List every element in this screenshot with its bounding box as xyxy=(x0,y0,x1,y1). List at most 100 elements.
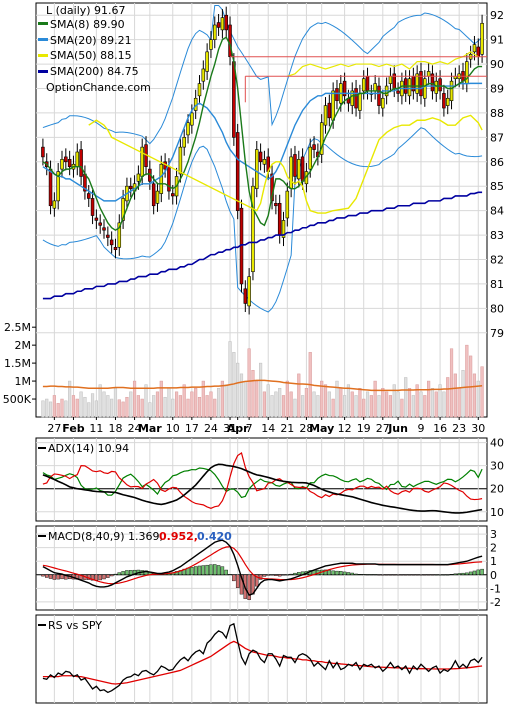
macd-hist-bar xyxy=(453,573,458,575)
volume-bar xyxy=(178,395,182,418)
macd-hist-bar xyxy=(98,574,102,581)
rs-label: RS vs SPY xyxy=(48,619,102,632)
macd-hist-bar xyxy=(109,574,114,577)
macd-hist-bar xyxy=(461,572,465,575)
macd-hist-bar xyxy=(220,566,225,575)
macd-hist-bar xyxy=(381,574,385,576)
volume-bar xyxy=(201,380,205,418)
macd-hist-bar xyxy=(331,570,335,575)
price-tick-label: 89 xyxy=(490,83,504,96)
macd-hist-bar xyxy=(121,571,125,575)
volume-average-line xyxy=(42,379,483,392)
candle-body xyxy=(201,68,206,82)
macd-hist-bar xyxy=(174,571,179,575)
macd-hist-bar xyxy=(117,572,122,575)
volume-bar xyxy=(323,384,328,418)
volume-axis: 2.5M 2M 1.5M 1M 500K xyxy=(3,321,36,406)
rs-gridlines xyxy=(53,615,479,703)
volume-bar xyxy=(457,388,461,418)
macd-hist-bar xyxy=(323,569,328,575)
volume-bar xyxy=(449,348,454,418)
adx-tick-label: 20 xyxy=(490,483,504,496)
price-candles xyxy=(41,6,484,315)
candle-body xyxy=(297,159,301,180)
macd-hist-bar xyxy=(235,574,240,588)
candle-body xyxy=(190,112,194,126)
macd-hist-bar xyxy=(277,574,282,577)
macd-hist-bar xyxy=(205,564,209,575)
volume-bar xyxy=(60,398,64,418)
adx-tick-label: 10 xyxy=(490,506,504,519)
volume-bar xyxy=(239,373,244,418)
plus-di-line xyxy=(42,467,483,499)
adx-gridlines xyxy=(36,438,487,521)
volume-bar xyxy=(163,396,167,418)
volume-bar xyxy=(251,370,255,418)
candle-body xyxy=(64,156,68,163)
volume-bar xyxy=(480,366,484,418)
volume-bar xyxy=(255,380,259,418)
date-tick-label: 30 xyxy=(471,422,485,435)
candle-body xyxy=(373,83,377,92)
volume-bar xyxy=(41,400,45,418)
date-tick-label: Jun xyxy=(387,422,408,435)
macd-hist-bar xyxy=(56,574,60,580)
candle-body xyxy=(48,168,53,207)
date-tick-label: 10 xyxy=(166,422,180,435)
candle-body xyxy=(258,151,263,163)
volume-bar xyxy=(392,384,396,418)
candle-body xyxy=(361,78,366,92)
macd-hist-bar xyxy=(224,569,228,575)
volume-bar xyxy=(125,396,129,418)
date-tick-label: 12 xyxy=(338,422,352,435)
candle-body xyxy=(216,22,221,28)
candle-body xyxy=(90,198,95,216)
macd-hist-bar xyxy=(213,564,217,575)
date-tick-label: 27 xyxy=(376,422,390,435)
date-tick-label: 17 xyxy=(185,422,199,435)
volume-bar xyxy=(110,398,114,418)
date-tick-label: 18 xyxy=(108,422,122,435)
volume-bar xyxy=(136,395,140,418)
macd-hist-bar xyxy=(228,574,232,576)
volume-bar xyxy=(45,398,49,418)
volume-bar xyxy=(75,398,79,418)
volume-bar xyxy=(434,391,438,418)
price-tick-label: 79 xyxy=(490,327,504,340)
volume-bar xyxy=(209,391,213,418)
macd-hist-bar xyxy=(239,574,244,595)
candle-body xyxy=(224,14,228,31)
legend-swatch-sma8 xyxy=(38,22,48,25)
candle-body xyxy=(415,73,419,94)
date-tick-label: 7 xyxy=(246,422,253,435)
volume-bar xyxy=(404,377,408,418)
candle-body xyxy=(281,220,286,238)
macd-hist-bar xyxy=(472,570,477,575)
volume-bar xyxy=(411,395,415,418)
volume-bar xyxy=(243,380,247,418)
candle-body xyxy=(159,163,164,194)
macd-signal-label: 0.952, xyxy=(159,530,198,543)
candle-body xyxy=(213,24,217,40)
macd-hist-bar xyxy=(293,572,297,575)
macd-hist-bar xyxy=(392,574,396,576)
volume-bar xyxy=(274,391,278,418)
volume-bar xyxy=(98,384,102,418)
macd-hist-bar xyxy=(255,574,259,587)
date-tick-label: 24 xyxy=(204,422,218,435)
candle-body xyxy=(434,80,439,94)
macd-histogram xyxy=(41,564,484,600)
candle-body xyxy=(79,149,83,177)
volume-bar xyxy=(316,395,320,418)
candle-body xyxy=(251,185,255,273)
macd-hist-bar xyxy=(396,574,400,576)
macd-hist-bar xyxy=(129,570,133,575)
macd-hist-bar xyxy=(476,569,480,575)
macd-hist-bar xyxy=(403,574,408,576)
volume-bar xyxy=(423,395,427,418)
volume-bar xyxy=(270,395,274,418)
candle-body xyxy=(331,90,335,121)
volume-bar xyxy=(377,395,381,418)
